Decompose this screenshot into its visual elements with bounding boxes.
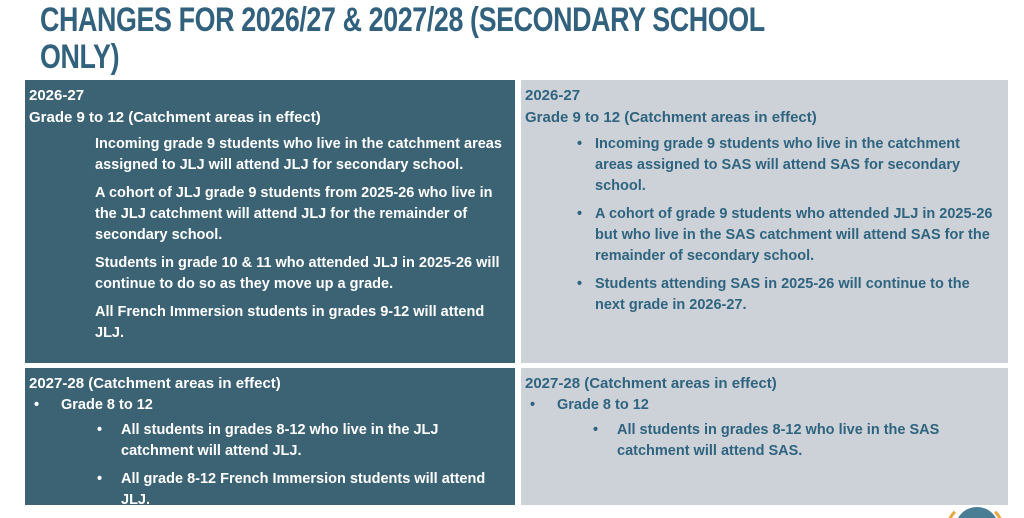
bullet-item: • Incoming grade 9 students who live in … [525, 134, 998, 197]
cell-subheader: Grade 9 to 12 (Catchment areas in effect… [29, 109, 321, 126]
changes-table: 2026-27 Grade 9 to 12 (Catchment areas i… [25, 80, 1008, 505]
slide-title-line-2: ONLY) [40, 38, 120, 76]
bullet-text: All grade 8-12 French Immersion students… [121, 471, 486, 505]
paragraph: A cohort of JLJ grade 9 students from 20… [95, 185, 493, 243]
bullet-item: • Grade 8 to 12 [525, 395, 998, 416]
paragraph: Students in grade 10 & 11 who attended J… [95, 255, 500, 292]
bullet-text: Grade 8 to 12 [61, 397, 153, 413]
bullet-marker: • [97, 422, 103, 438]
bullet-marker: • [593, 422, 599, 438]
bullet-marker: • [34, 397, 40, 413]
bullet-marker: • [577, 136, 583, 152]
bullet-text: All students in grades 8-12 who live in … [617, 422, 940, 459]
paragraph: Incoming grade 9 students who live in th… [95, 136, 502, 173]
cell-2027-28-jlj: 2027-28 (Catchment areas in effect) • Gr… [25, 368, 515, 505]
logo-teal-circle-icon [955, 507, 999, 518]
bullet-marker: • [577, 206, 583, 222]
slide-title-line-1: CHANGES FOR 2026/27 & 2027/28 (SECONDARY… [40, 1, 765, 39]
bullet-marker: • [577, 276, 583, 292]
bullet-text: All students in grades 8-12 who live in … [121, 422, 439, 459]
cell-header: 2026-27 [525, 87, 581, 104]
bullet-text: A cohort of grade 9 students who attende… [595, 206, 993, 264]
bullet-marker: • [97, 471, 103, 487]
slide-title: CHANGES FOR 2026/27 & 2027/28 (SECONDARY… [40, 2, 881, 76]
cell-subheader: Grade 9 to 12 (Catchment areas in effect… [525, 109, 817, 126]
cell-header: 2026-27 [29, 87, 85, 104]
paragraph: All French Immersion students in grades … [95, 304, 485, 341]
bullet-marker: • [530, 397, 536, 413]
bullet-text: Incoming grade 9 students who live in th… [595, 136, 961, 194]
cell-2026-27-sas: 2026-27 Grade 9 to 12 (Catchment areas i… [521, 80, 1008, 363]
cell-header: 2027-28 (Catchment areas in effect) [29, 375, 281, 392]
cell-2027-28-sas: 2027-28 (Catchment areas in effect) • Gr… [521, 368, 1008, 505]
bullet-item: • All students in grades 8-12 who live i… [525, 420, 998, 462]
bullet-item: • Grade 8 to 12 [29, 395, 505, 416]
bullet-item: • All grade 8-12 French Immersion studen… [29, 469, 505, 505]
bullet-text: Students attending SAS in 2025-26 will c… [595, 276, 970, 313]
bullet-item: • All students in grades 8-12 who live i… [29, 420, 505, 462]
district-logo [942, 500, 1014, 518]
bullet-item: • A cohort of grade 9 students who atten… [525, 204, 998, 267]
cell-2026-27-jlj: 2026-27 Grade 9 to 12 (Catchment areas i… [25, 80, 515, 363]
cell-header: 2027-28 (Catchment areas in effect) [525, 375, 777, 392]
bullet-text: Grade 8 to 12 [557, 397, 649, 413]
bullet-item: • Students attending SAS in 2025-26 will… [525, 274, 998, 316]
